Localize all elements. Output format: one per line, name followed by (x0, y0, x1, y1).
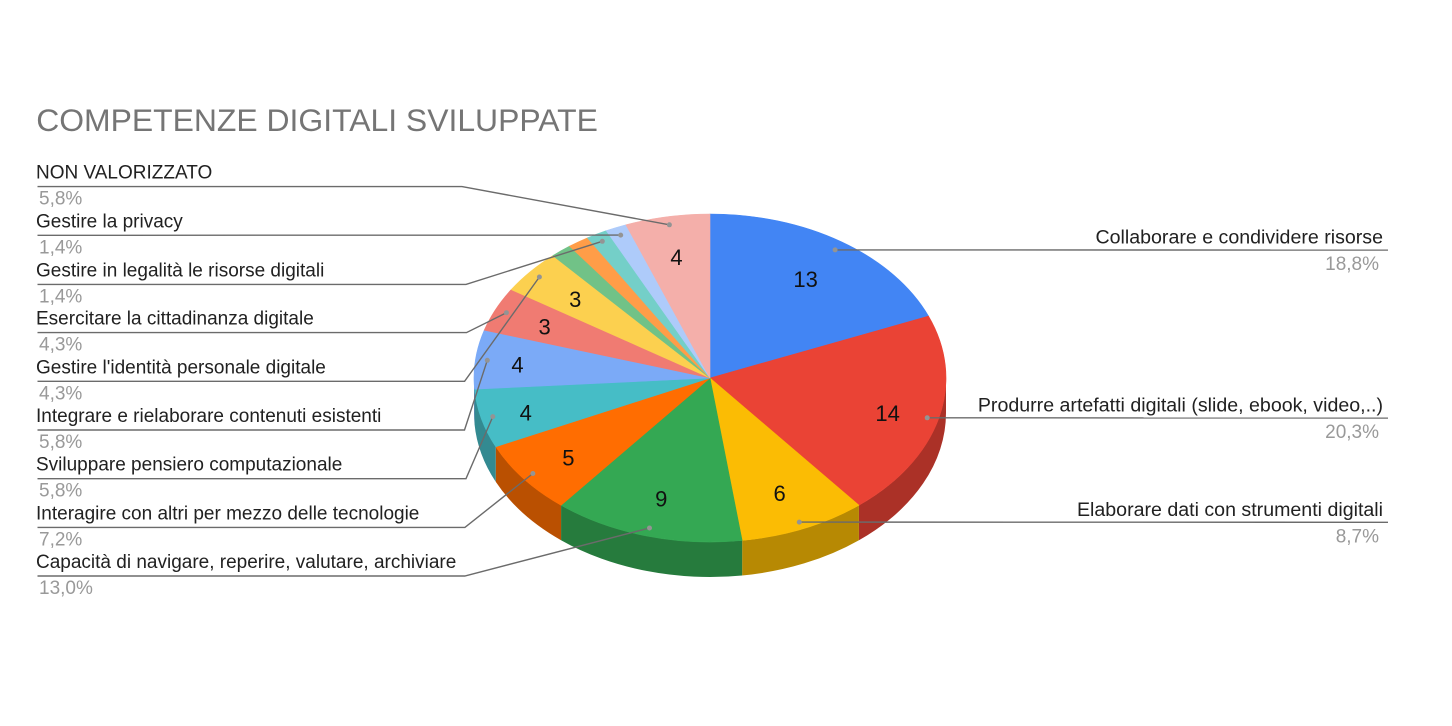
svg-text:Interagire con altri per mezzo: Interagire con altri per mezzo delle tec… (36, 503, 419, 524)
svg-text:14: 14 (875, 401, 899, 426)
svg-text:1,4%: 1,4% (39, 286, 82, 307)
svg-text:5,8%: 5,8% (39, 432, 82, 453)
svg-text:Capacità di navigare, reperire: Capacità di navigare, reperire, valutare… (36, 552, 456, 573)
svg-text:7,2%: 7,2% (39, 529, 82, 550)
svg-text:4: 4 (511, 352, 523, 377)
svg-text:3: 3 (538, 314, 550, 339)
svg-text:3: 3 (569, 287, 581, 312)
svg-text:Gestire la privacy: Gestire la privacy (36, 211, 183, 232)
svg-text:13: 13 (793, 267, 817, 292)
svg-text:1,4%: 1,4% (39, 237, 82, 258)
svg-text:Gestire l'identità personale d: Gestire l'identità personale digitale (36, 357, 326, 378)
svg-text:9: 9 (655, 486, 667, 511)
svg-text:8,7%: 8,7% (1336, 526, 1379, 547)
svg-text:Gestire in legalità le risorse: Gestire in legalità le risorse digitali (36, 260, 324, 281)
svg-text:COMPETENZE DIGITALI SVILUPPATE: COMPETENZE DIGITALI SVILUPPATE (36, 102, 598, 138)
svg-text:18,8%: 18,8% (1325, 254, 1379, 275)
svg-text:20,3%: 20,3% (1325, 422, 1379, 443)
svg-text:4,3%: 4,3% (39, 383, 82, 404)
svg-text:Collaborare e condividere riso: Collaborare e condividere risorse (1095, 227, 1383, 249)
svg-text:NON VALORIZZATO: NON VALORIZZATO (36, 163, 212, 184)
svg-text:5,8%: 5,8% (39, 481, 82, 502)
svg-text:13,0%: 13,0% (39, 578, 93, 599)
svg-text:6: 6 (773, 481, 785, 506)
svg-text:Integrare e rielaborare conten: Integrare e rielaborare contenuti esiste… (36, 406, 381, 427)
svg-text:Esercitare la cittadinanza dig: Esercitare la cittadinanza digitale (36, 309, 314, 330)
svg-text:Sviluppare pensiero computazio: Sviluppare pensiero computazionale (36, 455, 342, 476)
svg-text:4,3%: 4,3% (39, 335, 82, 356)
svg-text:4: 4 (670, 245, 682, 270)
svg-text:4: 4 (520, 400, 532, 425)
svg-text:Elaborare dati con strumenti d: Elaborare dati con strumenti digitali (1077, 499, 1383, 521)
svg-text:5: 5 (562, 446, 574, 471)
svg-text:Produrre artefatti digitali (s: Produrre artefatti digitali (slide, eboo… (978, 395, 1383, 417)
svg-text:5,8%: 5,8% (39, 189, 82, 210)
